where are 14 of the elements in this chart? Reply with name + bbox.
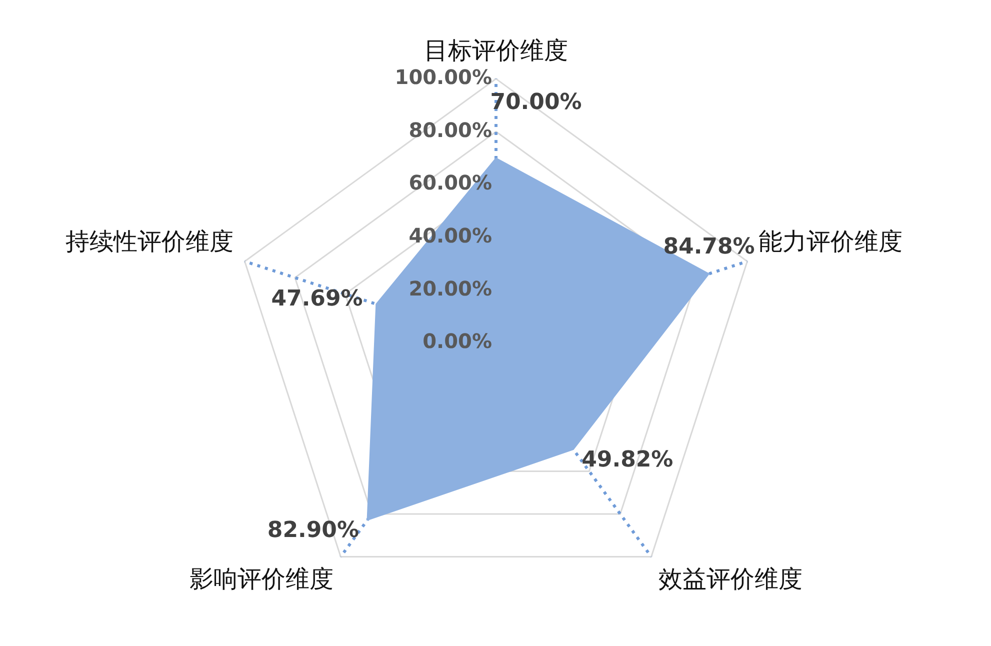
data-label: 70.00% — [490, 90, 582, 115]
spoke-label: 效益评价维度 — [658, 565, 802, 594]
spoke-label: 能力评价维度 — [758, 227, 903, 256]
spoke-label: 持续性评价维度 — [65, 227, 234, 256]
data-label: 49.82% — [582, 448, 674, 473]
y-tick-label: 100.00% — [394, 65, 492, 90]
spoke-label: 目标评价维度 — [424, 36, 568, 65]
data-label: 84.78% — [663, 234, 755, 260]
spoke-label: 影响评价维度 — [190, 565, 334, 594]
y-tick-label: 80.00% — [408, 118, 492, 142]
y-tick-label: 20.00% — [408, 276, 492, 300]
data-label: 82.90% — [267, 518, 360, 544]
data-label: 47.69% — [271, 286, 363, 312]
y-tick-label: 0.00% — [422, 329, 492, 354]
